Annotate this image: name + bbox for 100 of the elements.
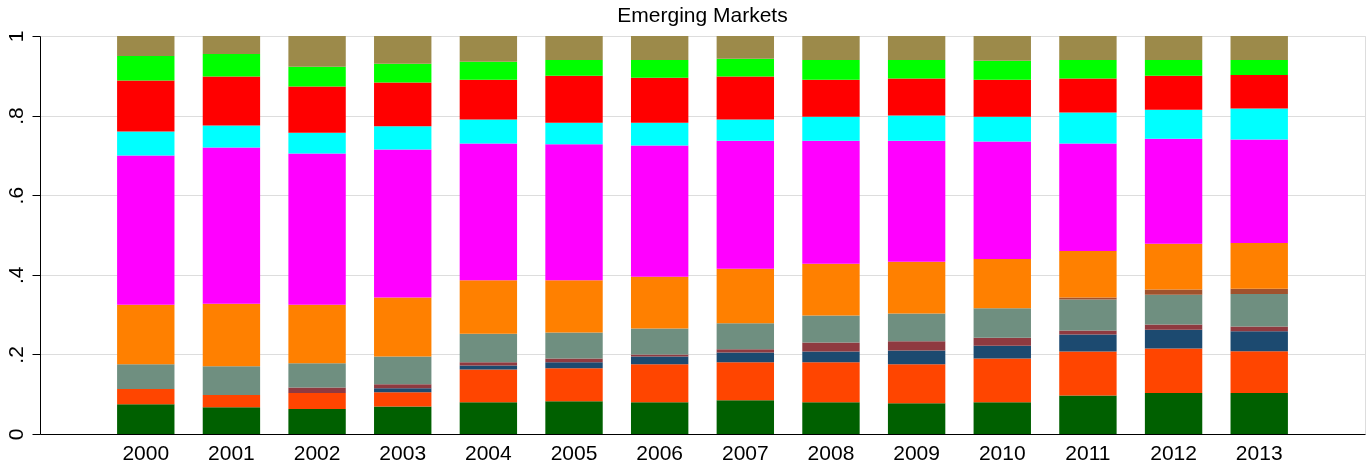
bar	[459, 333, 518, 363]
bar	[802, 140, 860, 264]
bar	[202, 395, 261, 408]
y-tick-label: .4	[3, 266, 27, 285]
bar	[630, 36, 689, 60]
bar	[117, 155, 175, 305]
bar	[973, 402, 1031, 434]
bar	[288, 304, 346, 364]
bar	[1059, 330, 1117, 335]
bar	[1144, 393, 1203, 434]
x-tick-label: 2009	[893, 440, 940, 464]
bar	[1059, 395, 1117, 434]
bar	[288, 408, 346, 434]
bar	[630, 276, 689, 329]
bar	[1059, 36, 1117, 60]
bar	[545, 75, 603, 123]
bar	[1059, 299, 1117, 331]
x-tick-label: 2012	[1150, 440, 1197, 464]
bar	[802, 59, 860, 80]
bar	[887, 115, 946, 141]
bar	[117, 55, 175, 81]
bar	[202, 407, 261, 434]
bar	[887, 364, 946, 404]
bar	[374, 36, 432, 64]
x-tick-label: 2000	[122, 440, 170, 464]
y-tick-label: 1	[3, 30, 27, 43]
bar	[1144, 243, 1203, 290]
bar	[802, 315, 860, 343]
bar	[716, 268, 775, 324]
bar	[374, 384, 432, 389]
bar	[459, 36, 518, 62]
bar	[545, 332, 603, 359]
bar	[1144, 75, 1203, 110]
bar	[802, 36, 860, 60]
bar	[887, 341, 946, 351]
bar	[1230, 393, 1288, 434]
bar	[1230, 139, 1288, 243]
bar	[973, 141, 1031, 259]
bar	[1059, 112, 1117, 144]
x-tick-label: 2013	[1235, 440, 1283, 464]
bar	[802, 362, 860, 403]
bar	[716, 76, 775, 120]
bar	[545, 368, 603, 402]
bar	[202, 125, 261, 148]
bar	[202, 76, 261, 126]
bar	[802, 402, 860, 434]
bar	[374, 63, 432, 83]
y-tick-label: .6	[3, 186, 27, 205]
bar	[545, 401, 603, 434]
bar	[1144, 138, 1203, 244]
bar	[1144, 348, 1203, 394]
bar	[973, 60, 1031, 80]
x-tick-label: 2010	[978, 440, 1026, 464]
bar	[1230, 351, 1288, 394]
bar	[374, 406, 432, 434]
bar	[802, 263, 860, 316]
bar	[973, 345, 1031, 359]
bar	[630, 59, 689, 78]
bar	[545, 122, 603, 145]
bar	[545, 59, 603, 76]
bar	[630, 122, 689, 146]
bar	[374, 82, 432, 127]
bar	[288, 153, 346, 305]
bar	[374, 392, 432, 407]
bar	[288, 86, 346, 133]
bar	[973, 258, 1031, 309]
bar	[374, 149, 432, 298]
y-tick-label: 0	[3, 428, 27, 441]
bar	[716, 140, 775, 269]
bar	[545, 280, 603, 333]
bar	[545, 362, 603, 369]
bar	[973, 337, 1031, 346]
bar	[459, 119, 518, 144]
x-tick-label: 2005	[550, 440, 598, 464]
bar	[1230, 293, 1288, 327]
y-tick-label: .8	[3, 107, 27, 125]
bar	[887, 313, 946, 342]
bar	[117, 364, 175, 390]
bar	[802, 116, 860, 141]
chart-title: Emerging Markets	[617, 3, 788, 27]
bar	[887, 59, 946, 79]
bar	[802, 79, 860, 117]
bar	[202, 147, 261, 304]
bar	[802, 342, 860, 352]
bar	[716, 36, 775, 59]
bar	[630, 77, 689, 123]
bar	[716, 352, 775, 363]
y-tick-label: .2	[3, 346, 27, 364]
bar	[716, 58, 775, 77]
bar	[459, 143, 518, 281]
x-tick-label: 2006	[636, 440, 684, 464]
bar	[459, 280, 518, 334]
bar	[117, 304, 175, 365]
bar	[117, 131, 175, 156]
bar	[545, 358, 603, 363]
bar	[716, 349, 775, 353]
bar	[202, 366, 261, 395]
bar	[630, 145, 689, 277]
bar	[117, 389, 175, 405]
x-tick-label: 2004	[465, 440, 513, 464]
